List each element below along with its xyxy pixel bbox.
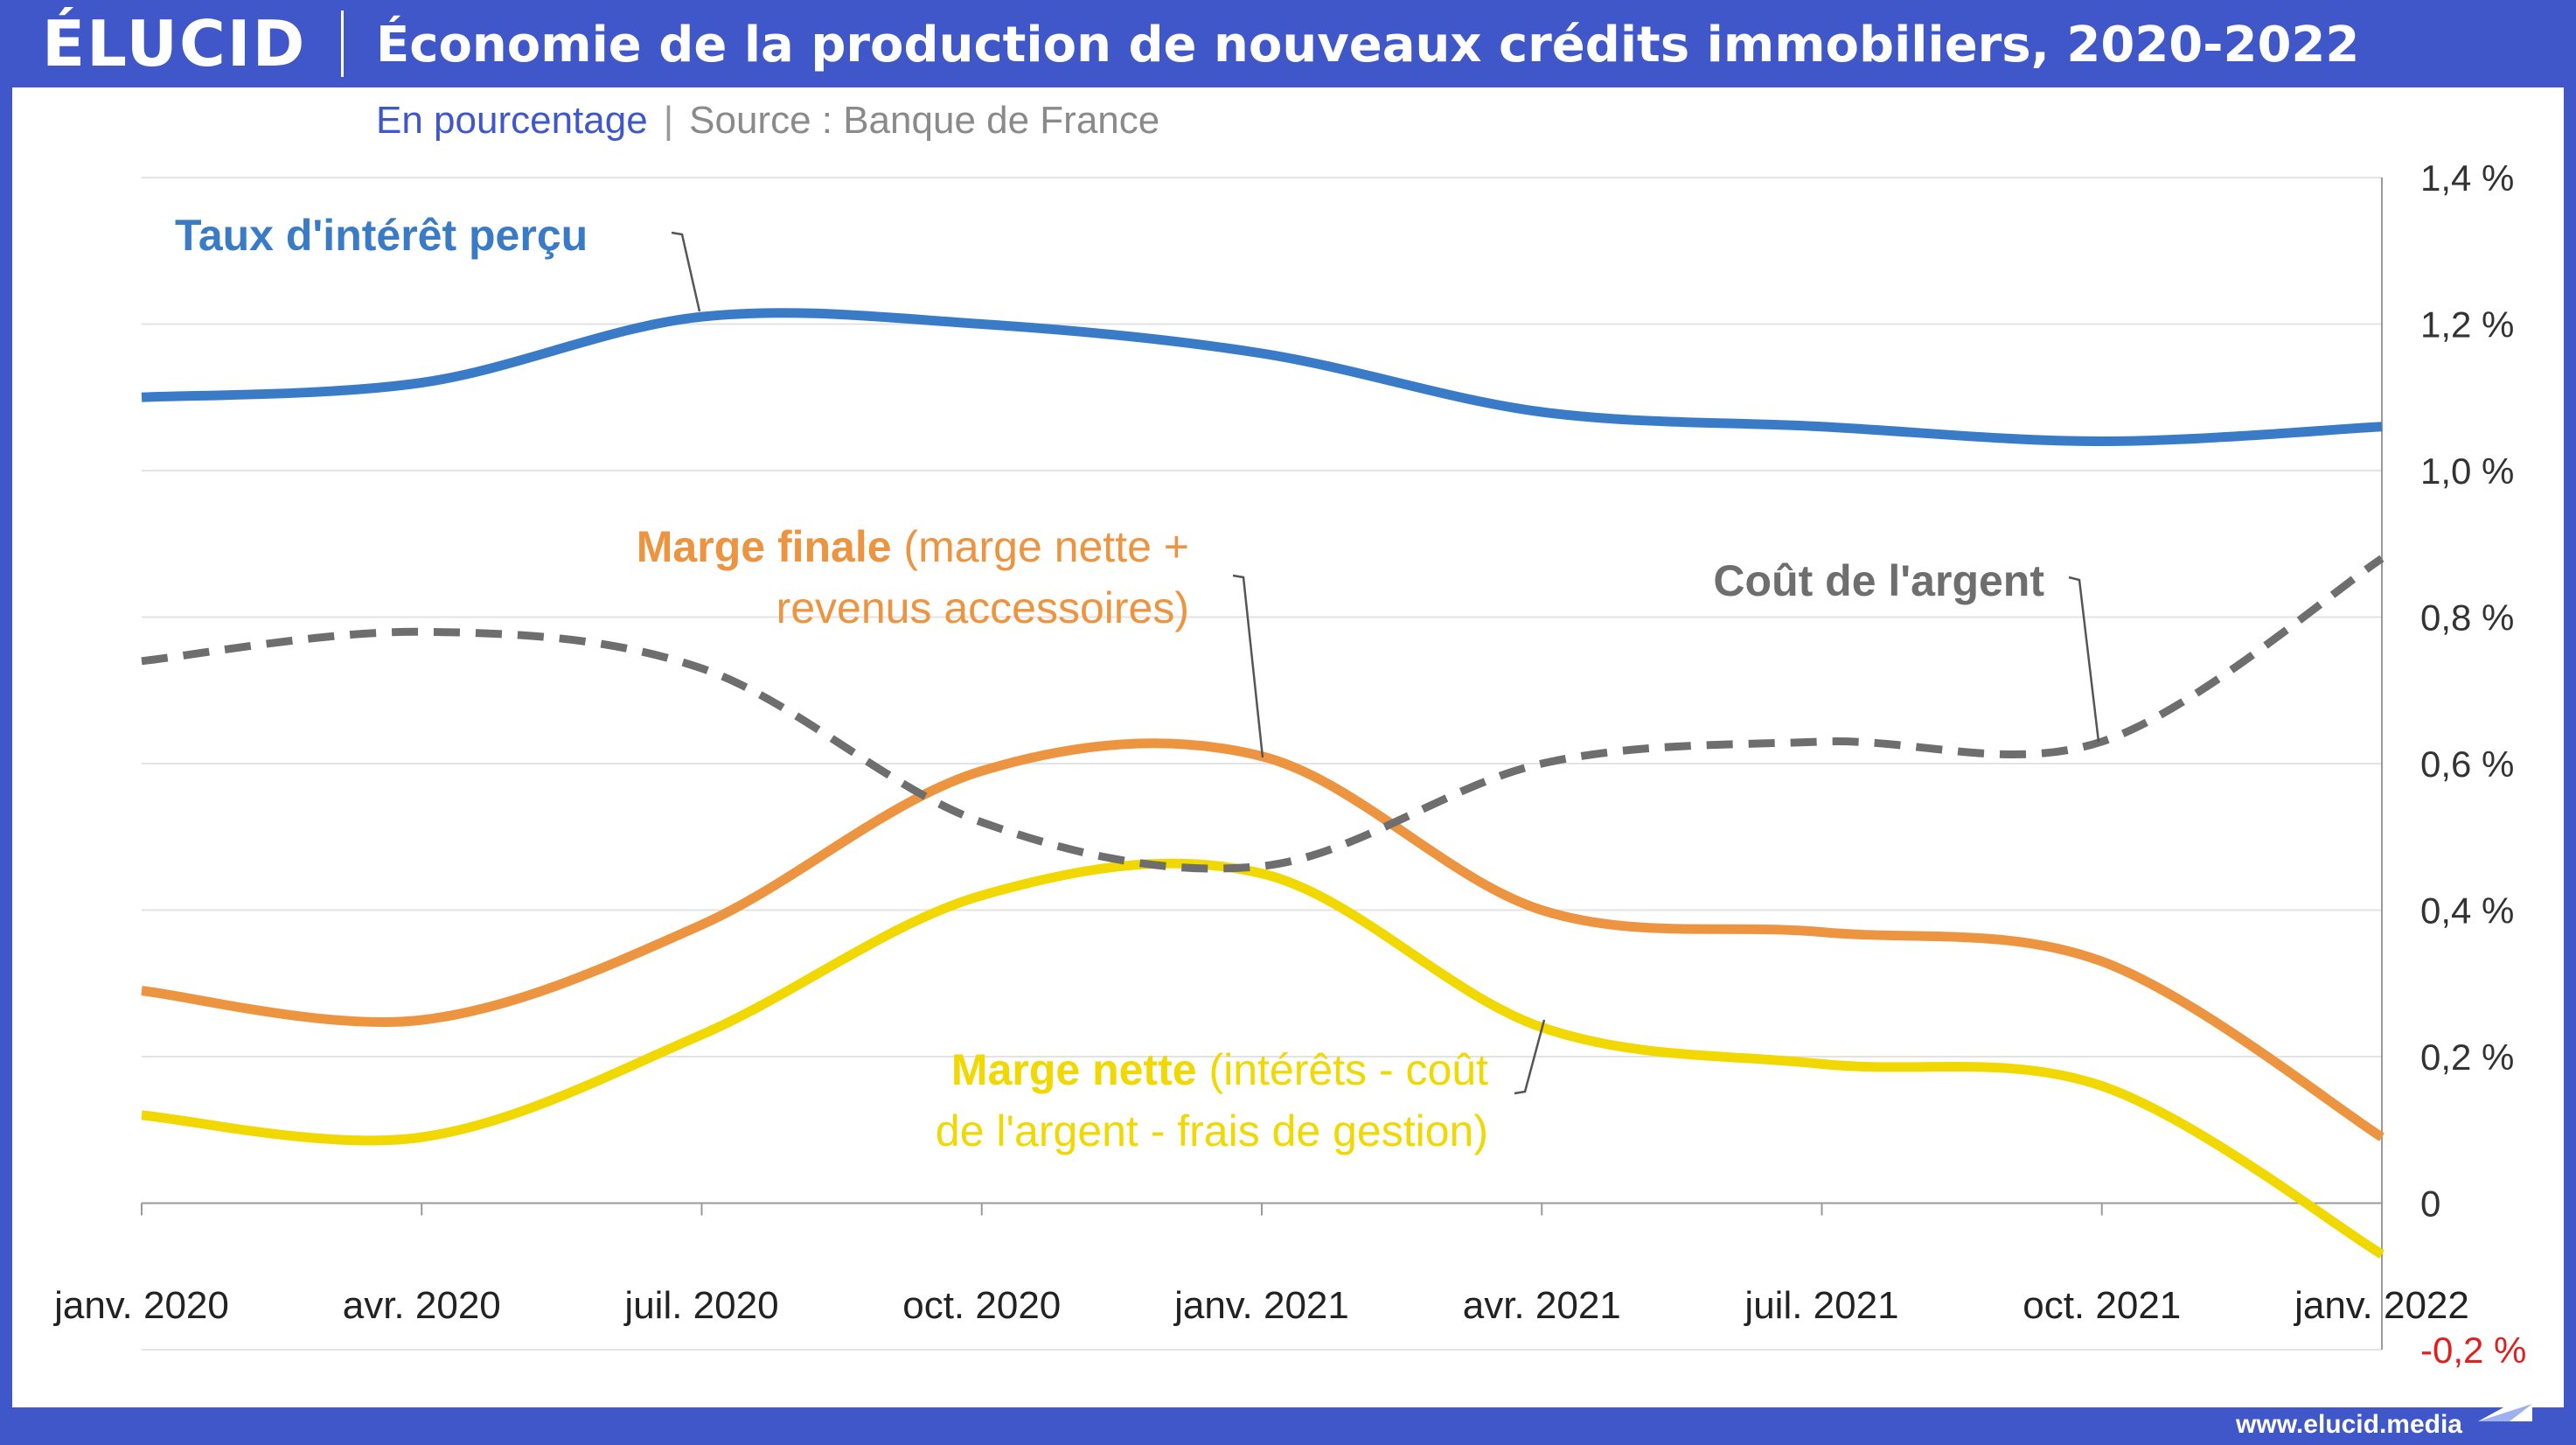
x-tick-label: oct. 2021 [2023,1284,2181,1327]
series-line-cout [142,559,2382,869]
series-label-bold: Marge finale [637,522,892,571]
site-url[interactable]: www.elucid.media [2236,1405,2462,1445]
series-label-bold: Taux d'intérêt perçu [175,211,588,260]
series-label-cout: Coût de l'argent [1713,556,2044,605]
x-tick-label: avr. 2020 [343,1284,501,1327]
series-label-desc: (marge nette + [892,522,1189,571]
leader-line [672,233,700,311]
y-tick-label: 0,8 % [2420,597,2514,639]
x-tick-label: janv. 2020 [52,1284,229,1327]
x-tick-label: juil. 2020 [623,1284,778,1327]
series-line-taux [142,313,2382,442]
series-label-marge_nette: Marge nette (intérêts - coût [951,1045,1488,1094]
y-tick-label: 0,2 % [2420,1037,2514,1078]
x-tick-label: avr. 2021 [1463,1284,1621,1327]
y-tick-label: 1,0 % [2420,450,2514,492]
leader-line [1233,576,1263,757]
y-tick-label: 1,4 % [2420,157,2514,199]
series-label-line2-marge_nette: de l'argent - frais de gestion) [936,1106,1488,1155]
series-label-marge_finale: Marge finale (marge nette + [637,522,1189,571]
series-label-desc: (intérêts - coût [1197,1045,1489,1094]
leader-line [2069,577,2099,742]
y-axis: 1,4 % 1,2 % 1,0 % 0,8 % 0,6 % 0,4 % 0,2 % 0 -0,2… [2382,157,2526,1371]
series-label-bold: Coût de l'argent [1713,556,2044,605]
x-axis: janv. 2020 avr. 2020 juil. 2020 oct. 2020 ja… [52,1204,2469,1328]
footer-bar [0,1407,2576,1442]
arrow-logo-icon [2475,1386,2536,1425]
y-tick-label: 0,4 % [2420,890,2514,932]
x-tick-label: janv. 2021 [1173,1284,1349,1327]
x-tick-label: juil. 2021 [1743,1284,1898,1327]
series-label-taux: Taux d'intérêt perçu [175,211,588,260]
y-tick-label: 0,6 % [2420,743,2514,785]
y-tick-label: 0 [2420,1183,2440,1225]
x-tick-label: oct. 2020 [902,1284,1061,1327]
y-tick-label: -0,2 % [2420,1330,2526,1371]
series-label-line2-marge_finale: revenus accessoires) [776,583,1189,632]
series-label-bold: Marge nette [951,1045,1197,1094]
y-tick-label: 1,2 % [2420,304,2514,346]
